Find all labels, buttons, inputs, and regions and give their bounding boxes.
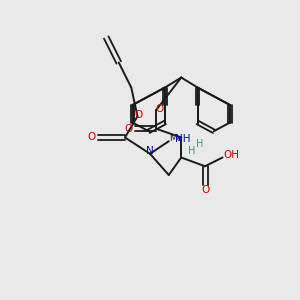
Text: O: O — [124, 124, 133, 134]
Text: O: O — [135, 110, 143, 120]
Text: OH: OH — [223, 150, 239, 160]
Text: Me: Me — [169, 134, 183, 143]
Text: N: N — [146, 146, 154, 156]
Text: O: O — [201, 185, 209, 195]
Text: H: H — [188, 146, 195, 156]
Text: H: H — [196, 139, 204, 149]
Text: NH: NH — [175, 134, 190, 144]
Text: O: O — [87, 133, 95, 142]
Text: O: O — [156, 104, 164, 114]
